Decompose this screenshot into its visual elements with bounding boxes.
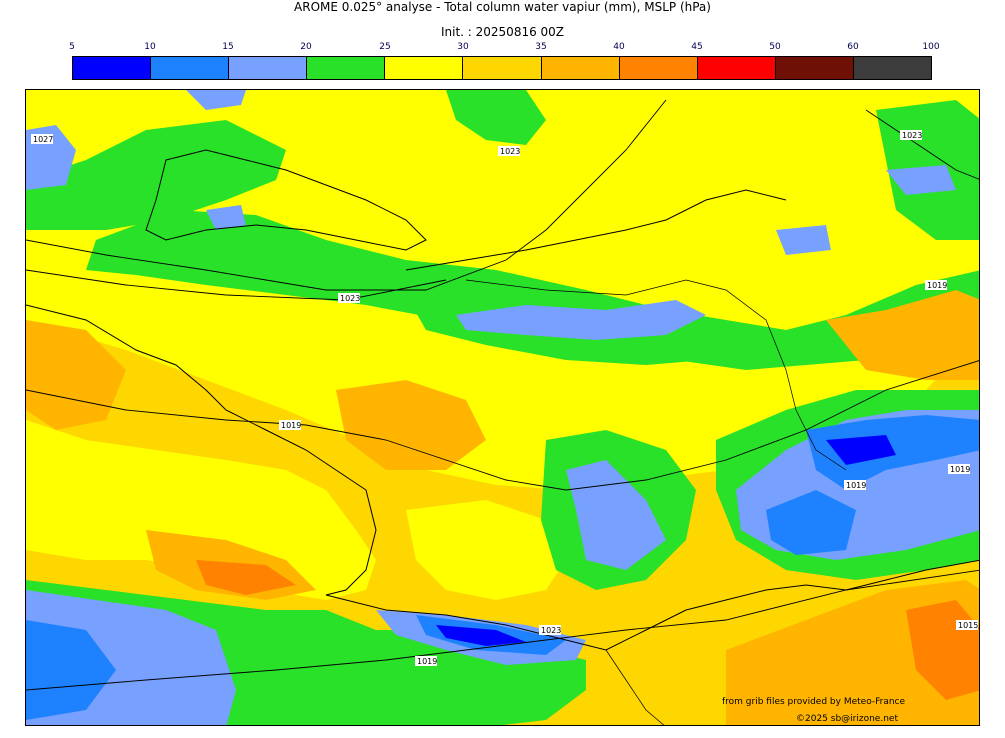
colorbar-segment-20-25 (307, 57, 386, 79)
isobar-label-text: 1019 (417, 657, 437, 666)
isobar-label: 1019 (415, 656, 437, 666)
colorbar-segment-25-30 (385, 57, 464, 79)
isobar-label-text: 1023 (340, 294, 360, 303)
field-lightblue-bristol (206, 205, 246, 230)
init-time: Init. : 20250816 00Z (440, 25, 565, 39)
isobar-label-text: 1019 (950, 465, 970, 474)
isobar-label: 1019 (948, 464, 970, 474)
copyright-credit: ©2025 sb@irizone.net (796, 714, 898, 724)
map-title: AROME 0.025° analyse - Total column wate… (294, 0, 711, 14)
field-yellow-center (406, 500, 566, 600)
colorbar-segment-5-10 (73, 57, 152, 79)
field-darkblue-alps (826, 435, 896, 465)
isobar-label: 1019 (925, 280, 947, 290)
colorbar-tick: 100 (922, 42, 940, 52)
isobar-label: 1019 (918, 610, 940, 620)
colorbar-segment-35-40 (541, 57, 620, 79)
isobar-label-text: 1019 (846, 481, 866, 490)
colorbar-tick: 35 (535, 42, 547, 52)
colorbar-tick: 60 (847, 42, 859, 52)
isobar-line (26, 269, 447, 301)
isobar-label-text: 1023 (902, 131, 922, 140)
field-green-channel (26, 120, 286, 230)
colorbar-segment-50-60 (775, 57, 854, 79)
colorbar-tick: 50 (769, 42, 781, 52)
colorbar-tick: 40 (613, 42, 625, 52)
field-orange-east (826, 290, 979, 380)
isobar-label-text: 1019 (927, 281, 947, 290)
colorbar-segment-40-45 (619, 57, 698, 79)
map-canvas: 1027 1023 1023 1023 1019 1019 1019 1019 … (26, 90, 979, 725)
isobar-line (26, 99, 667, 291)
field-yellow-west (26, 420, 376, 600)
isobar-label: 1023 (498, 146, 520, 156)
colorbar-segment-45-50 (697, 57, 776, 79)
field-green-north (446, 90, 546, 145)
colorbar-tick: 20 (300, 42, 312, 52)
isobar-line (865, 109, 979, 180)
isobar-label-text: 1023 (541, 626, 561, 635)
isobar-label: 1019 (279, 420, 301, 430)
isobar-label: 1023 (539, 625, 561, 635)
field-orange-center (336, 380, 486, 470)
field-lightblue-belgium (456, 300, 706, 340)
field-green-band (86, 210, 979, 370)
isobar-label: 1023 (900, 130, 922, 140)
water-vapour-map: 1027 1023 1023 1023 1019 1019 1019 1019 … (25, 89, 980, 726)
field-darkblue-pyrenees (436, 625, 526, 646)
field-darkorange-southwest (196, 560, 296, 595)
field-blue-alps-south (766, 490, 856, 555)
colorbar-tick: 5 (69, 42, 75, 52)
colorbar-segment-30-35 (463, 57, 542, 79)
isobar-label-text: 1023 (500, 147, 520, 156)
field-blue-spain (26, 620, 116, 720)
isobar-line (26, 569, 979, 691)
isobar-label: 1023 (338, 293, 360, 303)
isobar-label-text: 1015 (958, 621, 978, 630)
coastline-south (325, 559, 979, 651)
field-lightblue-east (776, 225, 831, 255)
colorbar-legend (72, 56, 932, 80)
colorbar-tick: 30 (457, 42, 469, 52)
field-orange-biscay (26, 320, 126, 430)
isobar-label-text: 1027 (33, 135, 53, 144)
colorbar-tick: 45 (691, 42, 703, 52)
colorbar-segment-60-100 (853, 57, 932, 79)
isobar-label-text: 1019 (281, 421, 301, 430)
coastline-england (145, 149, 427, 251)
colorbar-tick: 10 (144, 42, 156, 52)
field-lightblue-northeast (886, 165, 956, 195)
colorbar-segment-10-15 (151, 57, 230, 79)
colorbar-tick: 25 (379, 42, 391, 52)
field-lightblue-massif (566, 460, 666, 570)
data-source-credit: from grib files provided by Meteo-France (722, 697, 906, 707)
isobar-label: 1027 (31, 134, 53, 144)
isobar-line (26, 360, 979, 491)
coastline-north (405, 189, 787, 271)
colorbar-segment-15-20 (229, 57, 308, 79)
border-spain (605, 649, 665, 725)
colorbar-tick: 15 (222, 42, 234, 52)
isobar-label: 1015 (956, 620, 978, 630)
coastline-atlantic (26, 304, 377, 596)
isobar-label: 1019 (844, 480, 866, 490)
field-lightblue-top (186, 90, 246, 110)
